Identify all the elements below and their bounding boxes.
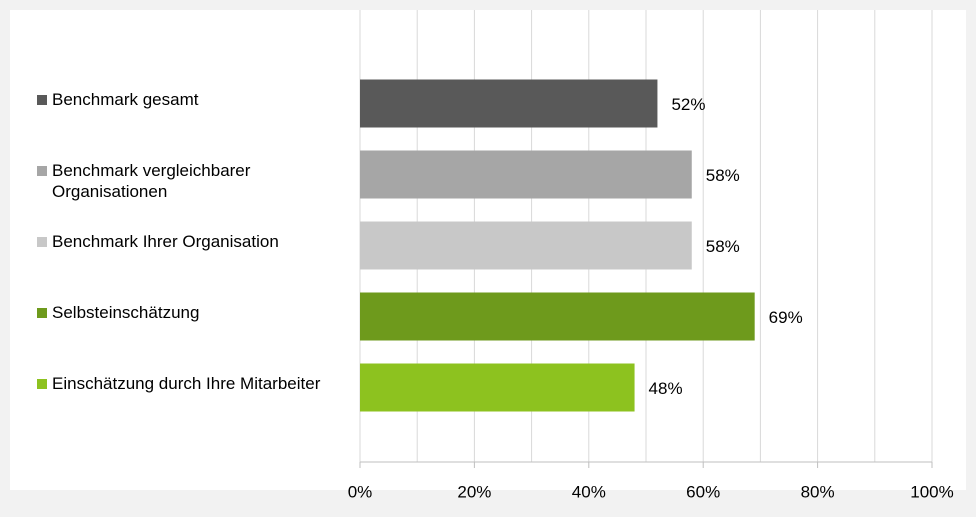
x-tick-label: 80% [801,482,835,501]
category-label: Selbsteinschätzung [37,302,337,323]
bar [360,292,755,341]
category-label: Benchmark gesamt [37,89,337,110]
category-text: Benchmark gesamt [52,90,199,109]
bar [360,221,692,270]
value-label: 58% [706,237,740,256]
bar [360,150,692,199]
category-swatch [37,166,47,176]
x-tick-label: 60% [686,482,720,501]
value-label: 52% [671,95,705,114]
value-label: 69% [769,308,803,327]
bar [360,79,658,128]
x-tick-label: 20% [457,482,491,501]
category-swatch [37,308,47,318]
x-tick-label: 0% [348,482,373,501]
category-text: Benchmark Ihrer Organisation [52,232,279,251]
category-label: Einschätzung durch Ihre Mitarbeiter [37,373,337,394]
bar [360,363,635,412]
category-text: Benchmark vergleichbarer Organisationen [52,161,251,201]
x-tick-label: 100% [910,482,953,501]
value-label: 58% [706,166,740,185]
category-swatch [37,95,47,105]
category-text: Selbsteinschätzung [52,303,200,322]
category-label: Benchmark Ihrer Organisation [37,231,337,252]
category-swatch [37,237,47,247]
category-text: Einschätzung durch Ihre Mitarbeiter [52,374,321,393]
x-tick-label: 40% [572,482,606,501]
category-swatch [37,379,47,389]
value-label: 48% [649,379,683,398]
category-label: Benchmark vergleichbarer Organisationen [37,160,337,202]
